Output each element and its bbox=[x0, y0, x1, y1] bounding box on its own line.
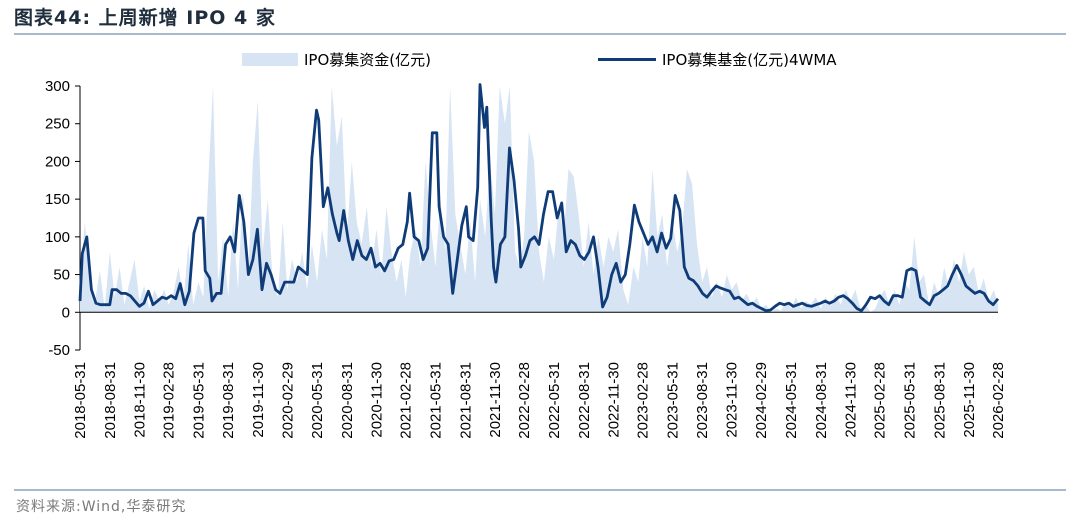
x-tick-label: 2024-11-30 bbox=[842, 362, 859, 438]
source-note: 资料来源:Wind,华泰研究 bbox=[16, 499, 187, 515]
x-tick-label: 2026-02-28 bbox=[990, 362, 1007, 439]
y-tick-label: 0 bbox=[62, 304, 70, 321]
x-tick-label: 2020-11-30 bbox=[369, 362, 386, 438]
x-tick-label: 2018-11-30 bbox=[131, 362, 148, 438]
x-tick-label: 2021-08-31 bbox=[457, 362, 474, 439]
x-tick-label: 2025-05-31 bbox=[901, 362, 918, 439]
plot-area bbox=[78, 83, 1000, 313]
x-tick-label: 2020-08-31 bbox=[339, 362, 356, 439]
y-tick-label: 300 bbox=[45, 78, 70, 95]
x-tick-label: 2023-02-28 bbox=[635, 362, 652, 439]
x-tick-label: 2019-02-28 bbox=[161, 362, 178, 439]
series-area-ipo-funds bbox=[80, 86, 998, 313]
x-tick-label: 2022-08-31 bbox=[576, 362, 593, 439]
x-tick-label: 2022-05-31 bbox=[546, 362, 563, 439]
legend: IPO募集资金(亿元) IPO募集基金(亿元)4WMA bbox=[242, 51, 837, 69]
x-tick-label: 2024-08-31 bbox=[813, 362, 830, 439]
y-tick-label: 50 bbox=[53, 267, 70, 284]
ipo-chart: IPO募集资金(亿元) IPO募集基金(亿元)4WMA -50 0 50 100 150… bbox=[45, 51, 1007, 439]
legend-label-area: IPO募集资金(亿元) bbox=[304, 51, 431, 69]
legend-swatch-area bbox=[242, 53, 298, 66]
x-tick-label: 2025-02-28 bbox=[872, 362, 889, 439]
y-tick-label: -50 bbox=[48, 342, 70, 359]
x-tick-label: 2019-08-31 bbox=[220, 362, 237, 439]
x-tick-label: 2023-05-31 bbox=[664, 362, 681, 439]
y-axis: -50 0 50 100 150 200 250 300 bbox=[45, 78, 81, 359]
x-tick-label: 2021-11-30 bbox=[487, 362, 504, 438]
top-rule bbox=[14, 33, 1066, 35]
y-tick-label: 200 bbox=[45, 153, 70, 170]
legend-label-line: IPO募集基金(亿元)4WMA bbox=[662, 51, 837, 69]
x-tick-label: 2025-11-30 bbox=[961, 362, 978, 438]
x-tick-label: 2023-08-31 bbox=[694, 362, 711, 439]
y-tick-label: 100 bbox=[45, 229, 70, 246]
x-tick-label: 2022-11-30 bbox=[605, 362, 622, 438]
x-tick-label: 2024-05-31 bbox=[783, 362, 800, 439]
x-tick-label: 2019-05-31 bbox=[190, 362, 207, 439]
x-tick-label: 2020-05-31 bbox=[309, 362, 326, 439]
x-tick-label: 2018-08-31 bbox=[102, 362, 119, 439]
x-tick-label: 2024-02-29 bbox=[753, 362, 770, 439]
y-tick-label: 150 bbox=[45, 191, 70, 208]
x-tick-label: 2025-08-31 bbox=[931, 362, 948, 439]
x-axis: 2018-05-31 2018-08-31 2018-11-30 2019-02-28… bbox=[72, 362, 1007, 439]
bottom-rule bbox=[14, 489, 1066, 491]
series-line-4wma bbox=[78, 83, 1000, 313]
x-tick-label: 2019-11-30 bbox=[250, 362, 267, 438]
x-tick-label: 2022-02-28 bbox=[516, 362, 533, 439]
x-tick-label: 2018-05-31 bbox=[72, 362, 89, 439]
x-tick-label: 2021-02-28 bbox=[398, 362, 415, 439]
x-tick-label: 2020-02-29 bbox=[279, 362, 296, 439]
y-tick-label: 250 bbox=[45, 116, 70, 133]
x-tick-label: 2023-11-30 bbox=[724, 362, 741, 438]
figure-title: 图表44: 上周新增 IPO 4 家 bbox=[14, 7, 276, 29]
x-tick-label: 2021-05-31 bbox=[428, 362, 445, 439]
